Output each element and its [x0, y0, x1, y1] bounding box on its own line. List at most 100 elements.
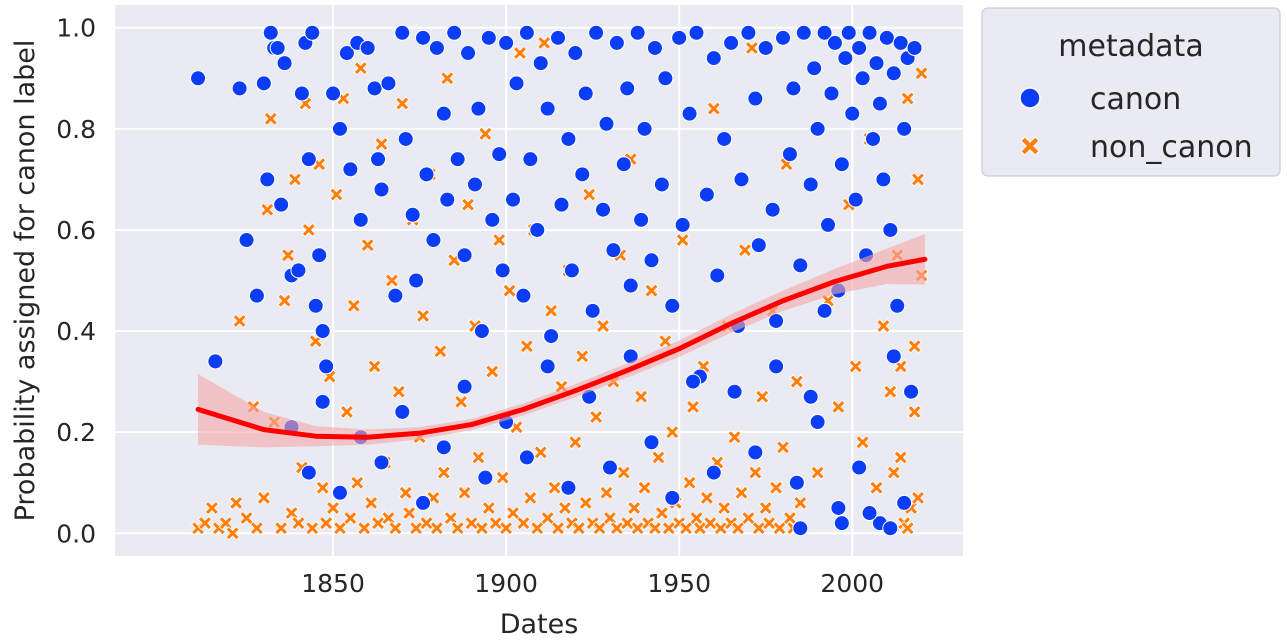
canon-point [311, 247, 328, 264]
non-canon-point [433, 344, 448, 359]
non-canon-point [329, 187, 344, 202]
y-tick-label: 0.6 [56, 216, 96, 245]
non-canon-point [647, 521, 663, 536]
canon-point [300, 151, 317, 168]
canon-point [844, 105, 861, 122]
non-canon-point [627, 500, 642, 516]
canon-point [508, 75, 525, 92]
non-canon-point [848, 359, 863, 374]
canon-point [484, 211, 501, 228]
canon-point [394, 403, 411, 420]
canon-point [840, 24, 857, 41]
canon-point [338, 45, 355, 62]
canon-point [896, 494, 913, 511]
non-canon-point [492, 232, 507, 248]
non-canon-point [907, 404, 922, 419]
canon-point [380, 75, 397, 92]
non-canon-point [440, 71, 455, 86]
non-canon-point [900, 521, 915, 536]
canon-point [837, 50, 854, 67]
canon-point [446, 24, 463, 41]
canon-point [619, 80, 636, 97]
non-canon-point [910, 172, 926, 187]
canon-point [238, 232, 255, 249]
canon-point [643, 434, 660, 451]
non-canon-point [744, 40, 759, 56]
canon-point [802, 388, 819, 405]
non-canon-point [530, 521, 545, 536]
canon-point [543, 328, 560, 345]
canon-series [190, 24, 923, 537]
canon-point [709, 267, 726, 284]
y-axis-label: Probability assigned for canon label [10, 40, 41, 522]
canon-point [833, 156, 850, 173]
trend-line-group [195, 233, 928, 448]
non-canon-point [575, 349, 590, 364]
non-canon-point [589, 409, 604, 425]
non-canon-point [415, 308, 431, 323]
canon-point [418, 166, 435, 183]
canon-point [435, 439, 452, 456]
non-canon-point [644, 283, 659, 298]
canon-point [601, 459, 618, 476]
canon-point [847, 191, 864, 208]
canon-point [460, 45, 477, 62]
canon-point [733, 171, 750, 188]
canon-point [868, 55, 885, 72]
canon-point [851, 39, 868, 56]
non-canon-point [876, 318, 891, 334]
canon-point [823, 85, 840, 102]
non-canon-point [319, 516, 334, 531]
non-canon-point [374, 136, 389, 152]
non-canon-point [391, 384, 406, 399]
non-canon-point [346, 298, 361, 313]
canon-point [806, 60, 823, 77]
non-canon-point [665, 425, 680, 440]
legend-non-canon-label: non_canon [1090, 130, 1253, 165]
canon-point [415, 494, 432, 511]
non-canon-point [730, 521, 746, 536]
non-canon-point [280, 248, 296, 263]
canon-point [397, 130, 414, 147]
canon-point [871, 95, 888, 112]
canon-point [698, 186, 715, 203]
non-canon-point [699, 490, 714, 505]
non-canon-point [485, 364, 500, 379]
non-canon-point [409, 521, 424, 536]
non-canon-point [682, 475, 697, 490]
canon-point [387, 287, 404, 304]
canon-point [726, 383, 743, 400]
canon-point [865, 130, 882, 147]
x-axis-ticks: 1850 1900 1950 2000 [301, 569, 884, 598]
canon-point [366, 80, 383, 97]
non-canon-point [460, 197, 476, 212]
non-canon-point [831, 399, 846, 414]
canon-point [518, 24, 535, 41]
non-canon-point [357, 521, 372, 536]
canon-point [750, 237, 767, 254]
non-canon-point [717, 500, 732, 516]
non-canon-point [685, 399, 701, 414]
non-canon-point [568, 435, 583, 450]
canon-point [491, 146, 508, 163]
non-canon-point [512, 45, 528, 61]
canon-point [716, 130, 733, 147]
canon-point [903, 383, 920, 400]
non-canon-point [578, 495, 593, 510]
canon-point [816, 302, 833, 319]
non-canon-point [353, 61, 368, 76]
canon-point [276, 55, 293, 72]
canon-point [394, 24, 411, 41]
canon-point [560, 479, 577, 496]
non-canon-point [499, 521, 514, 536]
canon-point [307, 297, 324, 314]
canon-point [636, 120, 653, 137]
non-canon-point [350, 475, 365, 490]
non-canon-point [395, 96, 410, 111]
non-canon-point [402, 505, 417, 521]
canon-point [671, 29, 688, 46]
canon-point [435, 105, 452, 122]
non-canon-point [229, 495, 244, 510]
canon-point [775, 29, 792, 46]
non-canon-point [367, 359, 382, 374]
